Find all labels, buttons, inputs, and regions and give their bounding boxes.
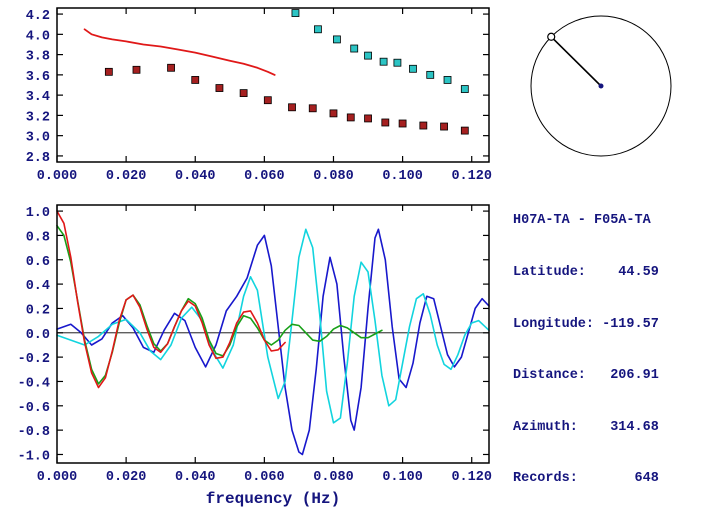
dark-red-squares-series (104, 63, 469, 135)
y-tick-label: -0.6 (18, 401, 50, 416)
x-tick-label: 0.120 (451, 169, 492, 184)
x-tick-label: 0.100 (382, 169, 423, 184)
x-tick-label: 0.060 (244, 169, 285, 184)
cyan-squares-series (291, 9, 469, 93)
records-value: 648 (634, 471, 659, 487)
station-pair-title: H07A-TA - F05A-TA (513, 213, 651, 229)
x-tick-label: 0.100 (382, 470, 423, 485)
y-tick-label: 0.8 (26, 230, 50, 245)
y-tick-label: 3.8 (26, 50, 50, 65)
y-tick-label: 3.2 (26, 110, 50, 125)
plot-frame (56, 7, 490, 163)
green-wave-series (56, 224, 383, 385)
azimuth-needle (550, 36, 602, 87)
needle-end-marker (547, 32, 556, 41)
dial-ring (530, 15, 672, 157)
azimuth-value: 314.68 (610, 419, 659, 435)
y-tick-label: 2.8 (26, 151, 50, 166)
longitude-label: Longitude: (513, 316, 595, 332)
x-axis-label: frequency (Hz) (206, 490, 340, 508)
y-tick-label: -1.0 (18, 449, 50, 464)
cyan-wave-series (56, 228, 490, 424)
x-tick-label: 0.080 (313, 169, 354, 184)
x-tick-label: 0.020 (106, 470, 147, 485)
red-reference-curve-series (83, 28, 276, 76)
azimuth-label: Azimuth: (513, 419, 578, 435)
info-row-longitude: Longitude: -119.57 (513, 316, 659, 333)
y-tick-label: 3.0 (26, 131, 50, 146)
latitude-value: 44.59 (618, 265, 659, 281)
plot-frame (56, 204, 490, 464)
y-tick-label: 4.2 (26, 9, 50, 24)
info-row-records: Records: 648 (513, 470, 659, 487)
x-tick-label: 0.080 (313, 470, 354, 485)
longitude-value: -119.57 (602, 316, 659, 332)
info-row-latitude: Latitude: 44.59 (513, 264, 659, 281)
station-info-panel: H07A-TA - F05A-TA Latitude: 44.59 Longit… (513, 178, 659, 519)
dispersion-plot: 0.000 0.020 0.040 0.060 0.080 0.100 0.120 2.8 3.… (26, 7, 492, 184)
x-tick-label: 0.000 (37, 470, 78, 485)
waveform-plot: 0.000 0.020 0.040 0.060 0.080 0.100 0.120 -1.0 -… (18, 204, 492, 508)
y-tick-label: 1.0 (26, 206, 50, 221)
distance-value: 206.91 (610, 368, 659, 384)
y-tick-label: 0.4 (26, 279, 50, 294)
dial-center-dot (598, 83, 604, 89)
info-row-distance: Distance: 206.91 (513, 367, 659, 384)
x-tick-label: 0.000 (37, 169, 78, 184)
y-tick-label: 0.6 (26, 255, 50, 270)
y-tick-label: 3.4 (26, 90, 50, 105)
x-tick-label: 0.060 (244, 470, 285, 485)
red-wave-series (56, 210, 286, 389)
x-tick-label: 0.120 (451, 470, 492, 485)
y-tick-label: -0.4 (18, 376, 50, 391)
records-label: Records: (513, 471, 578, 487)
blue-wave-series (56, 228, 490, 456)
latitude-label: Latitude: (513, 265, 586, 281)
y-tick-label: 0.2 (26, 303, 50, 318)
y-tick-label: -0.8 (18, 425, 50, 440)
y-tick-label: -0.2 (18, 352, 50, 367)
y-tick-label: 4.0 (26, 29, 50, 44)
distance-label: Distance: (513, 368, 586, 384)
y-tick-label: 0.0 (26, 328, 50, 343)
x-tick-label: 0.040 (175, 470, 216, 485)
info-row-azimuth: Azimuth: 314.68 (513, 419, 659, 436)
x-tick-label: 0.040 (175, 169, 216, 184)
x-tick-label: 0.020 (106, 169, 147, 184)
azimuth-dial (530, 15, 672, 157)
y-tick-label: 3.6 (26, 70, 50, 85)
